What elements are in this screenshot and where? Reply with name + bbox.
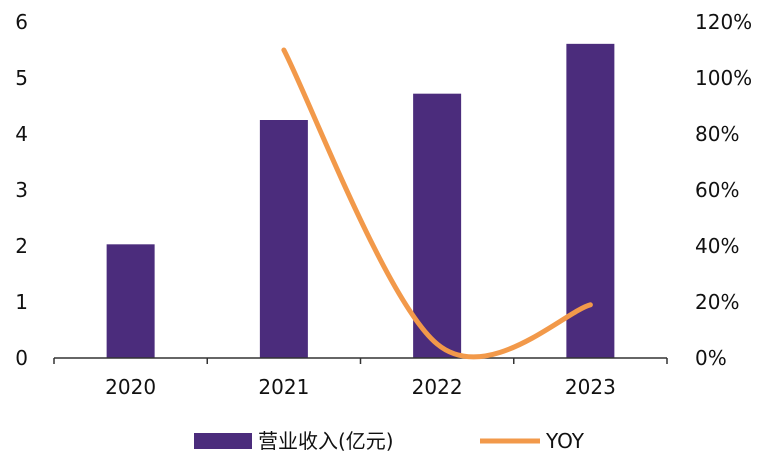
legend-swatch-revenue	[194, 433, 252, 449]
left-tick-label: 3	[15, 178, 28, 202]
revenue-bar	[413, 93, 462, 359]
revenue-bars	[106, 43, 615, 359]
legend-label-revenue: 营业收入(亿元)	[258, 429, 394, 453]
left-tick-label: 1	[15, 290, 28, 314]
left-axis: 0 1 2 3 4 5 6	[15, 10, 28, 370]
right-tick-label: 40%	[695, 234, 739, 258]
legend-label-yoy: YOY	[545, 429, 585, 453]
legend: 营业收入(亿元) YOY	[194, 429, 585, 453]
left-tick-label: 6	[15, 10, 28, 34]
left-tick-label: 4	[15, 122, 28, 146]
x-tick-label: 2020	[105, 375, 156, 399]
yoy-line	[281, 47, 593, 360]
right-tick-label: 80%	[695, 122, 739, 146]
revenue-bar	[106, 244, 155, 358]
right-axis: 0% 20% 40% 60% 80% 100% 120%	[695, 10, 752, 370]
right-tick-label: 60%	[695, 178, 739, 202]
x-tick-label: 2023	[565, 375, 616, 399]
left-tick-label: 2	[15, 234, 28, 258]
revenue-bar	[259, 120, 308, 358]
right-tick-label: 120%	[695, 10, 752, 34]
x-tick-label: 2021	[258, 375, 309, 399]
x-tick-label: 2022	[412, 375, 463, 399]
left-tick-label: 5	[15, 66, 28, 90]
left-tick-label: 0	[15, 346, 28, 370]
right-tick-label: 20%	[695, 290, 739, 314]
right-tick-label: 100%	[695, 66, 752, 90]
right-tick-label: 0%	[695, 346, 727, 370]
x-axis: 2020 2021 2022 2023	[53, 358, 668, 399]
